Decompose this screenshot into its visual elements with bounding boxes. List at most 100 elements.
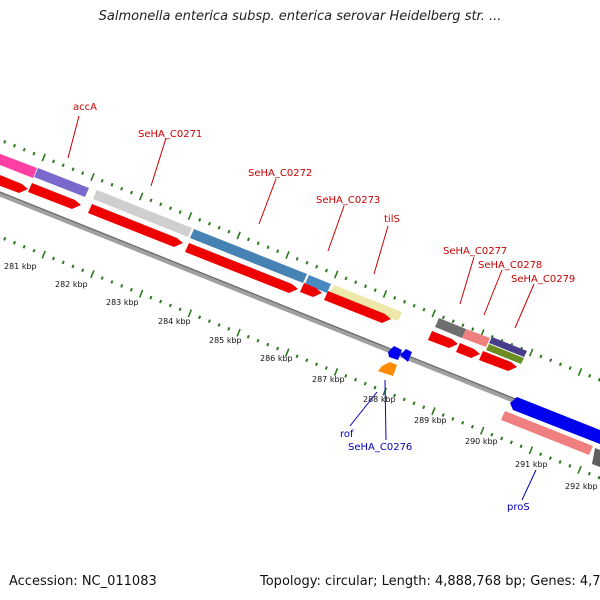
minor-tick [539,452,543,456]
major-tick [479,426,485,435]
major-tick [90,270,95,279]
major-tick [577,465,582,474]
feature-SeHA_C0273[interactable] [305,275,331,293]
minor-tick [558,362,562,367]
feature-rof[interactable] [388,346,402,360]
minor-tick [324,366,328,370]
gene-label[interactable]: SeHA_C0272 [248,168,312,179]
minor-tick [422,405,426,410]
minor-tick [256,241,260,246]
minor-tick [392,393,397,398]
feature-accA[interactable] [34,168,89,197]
kbp-label: 290 kbp [465,437,498,446]
major-tick [528,348,534,357]
gene-label[interactable]: tilS [384,214,400,225]
minor-tick [129,190,134,195]
minor-tick [178,210,182,214]
kbp-label: 281 kbp [4,262,37,271]
minor-tick [168,206,173,211]
feature-rof-2[interactable] [400,349,412,362]
minor-tick [470,424,474,429]
feature-SeHA_C0277[interactable] [435,318,466,338]
map-title: Salmonella enterica subsp. enterica sero… [98,9,502,24]
feature-pink[interactable] [0,152,37,178]
cds-arrow[interactable] [324,291,391,323]
minor-tick [305,358,309,363]
gene-label[interactable]: rof [340,429,354,440]
kbp-label: 283 kbp [106,298,139,307]
kbp-label: 282 kbp [55,280,88,289]
minor-tick [354,280,358,285]
gene-label[interactable]: proS [507,502,530,513]
minor-tick [412,401,416,406]
scale-labels: 281 kbp 282 kbp 283 kbp 284 kbp 285 kbp … [4,262,598,491]
feature-proS[interactable] [510,397,600,444]
feature-gray-right[interactable] [592,448,600,467]
minor-tick [412,303,416,308]
minor-tick [451,319,455,324]
minor-tick [71,264,75,269]
minor-tick [51,256,56,261]
feature-olive[interactable] [486,344,524,364]
cds-arrow[interactable] [185,243,298,293]
feature-SeHA_C0276[interactable] [378,362,397,376]
gene-label[interactable]: SeHA_C0277 [443,246,507,257]
minor-tick [198,315,202,320]
minor-tick [276,249,280,253]
major-tick [90,172,95,182]
minor-tick [71,167,75,172]
minor-tick [32,151,36,156]
kbp-label: 285 kbp [209,336,242,345]
major-tick [187,309,193,318]
minor-tick [217,323,221,327]
feature-tilS[interactable] [330,285,402,321]
feature-SeHA_C0272[interactable] [190,229,307,283]
minor-tick [315,264,319,269]
cds-arrow[interactable] [0,173,28,193]
gene-label[interactable]: SeHA_C0271 [138,129,202,140]
cds-track [0,173,517,371]
cds-arrow[interactable] [28,183,81,209]
gene-label[interactable]: accA [73,102,97,113]
gene-label[interactable]: SeHA_C0273 [316,195,380,206]
major-tick [41,250,46,259]
minor-tick [314,362,319,366]
cds-arrow[interactable] [428,331,458,348]
feature-SeHA_C0278[interactable] [462,329,490,347]
gene-label[interactable]: SeHA_C0279 [511,274,575,285]
minor-tick [422,307,426,312]
major-tick [138,192,144,201]
major-tick [431,309,436,318]
feature-SeHA_C0271[interactable] [93,190,192,237]
minor-tick [393,296,397,300]
cds-arrow[interactable] [456,343,480,358]
feature-pink-reverse[interactable] [501,411,593,455]
forward-feature-track [0,152,527,364]
minor-tick [149,295,153,300]
minor-tick [129,287,133,292]
minor-tick [519,444,523,449]
minor-tick [344,374,348,378]
minor-tick [51,159,56,164]
minor-tick [490,432,494,437]
minor-tick [207,319,211,323]
cds-arrow[interactable] [300,283,322,297]
gene-label[interactable]: SeHA_C0278 [478,260,542,271]
cds-arrow[interactable] [88,204,183,247]
reverse-feature-track [378,346,600,467]
minor-tick [500,436,504,441]
minor-tick [266,245,270,250]
gene-label[interactable]: SeHA_C0276 [348,442,412,453]
minor-tick [3,140,7,144]
minor-tick [22,147,26,152]
minor-tick [81,171,85,175]
minor-tick [548,456,552,460]
minor-tick [246,237,251,242]
major-tick [431,407,436,416]
major-tick [138,289,144,298]
feature-SeHA_C0279[interactable] [489,337,527,357]
cds-arrow[interactable] [479,351,517,371]
minor-tick [373,385,377,390]
minor-tick [461,323,465,328]
